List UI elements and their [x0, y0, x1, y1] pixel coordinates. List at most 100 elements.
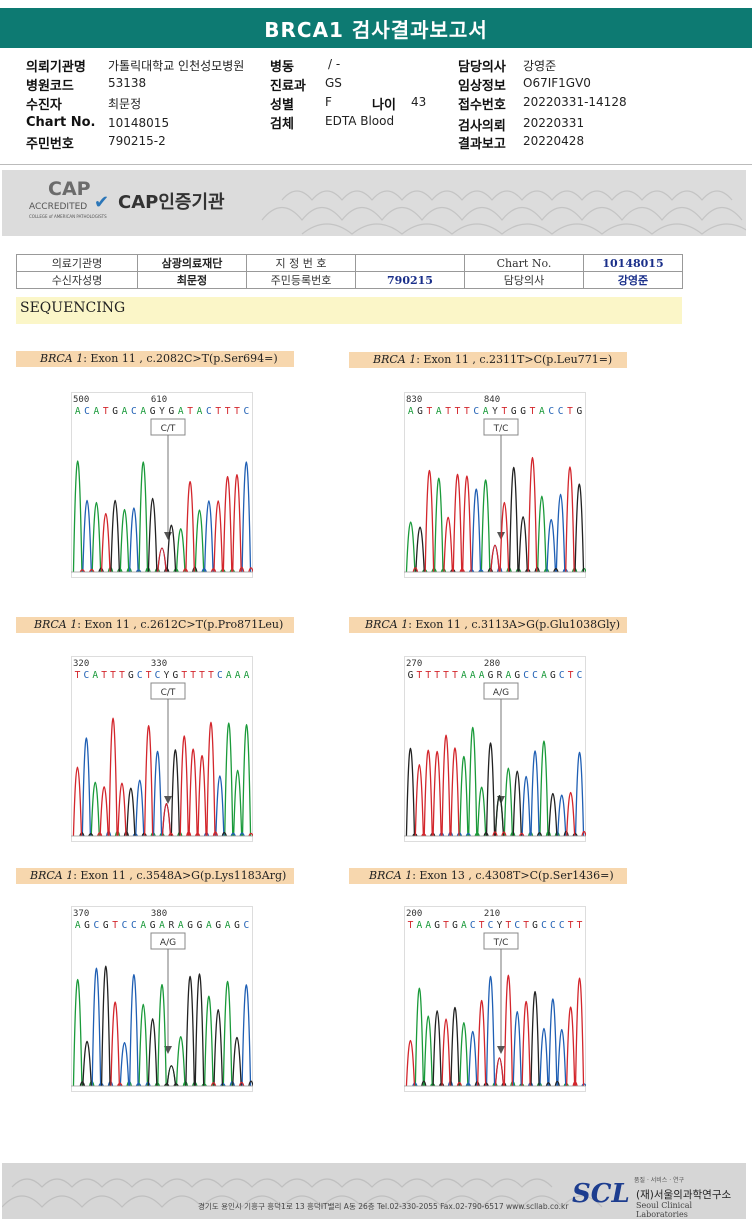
base-call: A — [436, 406, 442, 417]
position-number: 840 — [484, 395, 500, 405]
label-ward: 병동 — [270, 60, 294, 75]
base-call: G — [550, 670, 556, 681]
base-call: Y — [164, 670, 170, 681]
base-call: T — [530, 406, 536, 417]
gene-name: BRCA 1 — [365, 618, 409, 631]
label-department: 진료과 — [270, 79, 306, 94]
section-title: SEQUENCING — [20, 300, 126, 316]
label-specimen: 검체 — [270, 117, 294, 132]
base-call: Y — [159, 406, 165, 417]
base-call: C — [558, 406, 564, 417]
base-call: A — [483, 406, 489, 417]
base-call: A — [470, 670, 476, 681]
variant-caption: BRCA 1: Exon 11 , c.2082C>T(p.Ser694=) — [16, 351, 294, 367]
table-cell: 강영준 — [583, 271, 683, 289]
table-cell: 10148015 — [583, 254, 683, 272]
genotype-call: T/C — [493, 424, 509, 434]
base-call: G — [197, 920, 203, 931]
position-number: 200 — [406, 909, 422, 919]
trace-t — [412, 456, 575, 573]
base-call: T — [199, 670, 205, 681]
base-call: T — [234, 406, 240, 417]
base-call: T — [479, 920, 485, 931]
position-number: 610 — [151, 395, 167, 405]
base-call: A — [178, 406, 184, 417]
base-call: T — [416, 670, 422, 681]
label-resident-no: 주민번호 — [26, 137, 74, 152]
position-number: 320 — [73, 659, 89, 669]
chromatogram: 200 210 T A A G T G A C T C Y T C T G C C C T T T/C — [404, 906, 586, 1092]
report-header: 의뢰기관명 가톨릭대학교 인천성모병원 병원코드 53138 수진자 최문정 C… — [0, 52, 752, 156]
base-call: A — [505, 670, 511, 681]
variant-desc: : Exon 11 , c.2082C>T(p.Ser694=) — [83, 352, 278, 365]
base-call: C — [131, 406, 137, 417]
base-call: A — [416, 920, 422, 931]
base-call: G — [234, 920, 240, 931]
genotype-call: T/C — [493, 938, 509, 948]
base-call: A — [479, 670, 485, 681]
variant-caption: BRCA 1: Exon 13 , c.4308T>C(p.Ser1436=) — [349, 868, 627, 884]
base-call: A — [425, 920, 431, 931]
base-call: C — [206, 406, 212, 417]
base-call: G — [514, 670, 520, 681]
label-report-date: 결과보고 — [458, 137, 506, 152]
position-number: 370 — [73, 909, 89, 919]
base-call: T — [577, 920, 583, 931]
base-call: A — [539, 406, 545, 417]
base-call: G — [576, 406, 582, 417]
base-call: C — [94, 920, 100, 931]
scl-logo: SCL — [572, 1179, 630, 1209]
position-number: 280 — [484, 659, 500, 669]
value-hospital-code: 53138 — [108, 76, 147, 90]
base-call: G — [150, 920, 156, 931]
base-call: C — [541, 920, 547, 931]
table-cell: 삼광의료재단 — [137, 254, 247, 272]
table-cell: 의료기관명 — [16, 254, 138, 272]
chromatogram: 320 330 T C A T T T G C T C Y G T T T T C A A A C/T — [71, 656, 253, 842]
gene-name: BRCA 1 — [30, 869, 74, 882]
base-call: A — [140, 920, 146, 931]
base-call: T — [464, 406, 470, 417]
base-call: G — [532, 920, 538, 931]
base-call: C — [155, 670, 161, 681]
base-call: A — [75, 920, 81, 931]
base-call: G — [128, 670, 134, 681]
base-call: T — [427, 406, 433, 417]
position-number: 830 — [406, 395, 422, 405]
base-call: R — [169, 920, 175, 931]
base-call: A — [244, 670, 250, 681]
table-cell: 지 정 번 호 — [246, 254, 356, 272]
chromatogram: 500 610 A C A T G A C A G Y G A T A C T T T C C/T — [71, 392, 253, 578]
base-call: T — [443, 920, 449, 931]
base-call: G — [520, 406, 526, 417]
label-age: 나이 — [372, 98, 396, 113]
base-call: G — [452, 920, 458, 931]
footer-tagline: 품질 · 서비스 · 연구 — [634, 1177, 685, 1184]
table-cell: 수신자성명 — [16, 271, 138, 289]
base-call: T — [110, 670, 116, 681]
position-number: 270 — [406, 659, 422, 669]
base-call: T — [452, 670, 458, 681]
base-call: C — [83, 670, 89, 681]
base-call: C — [550, 920, 556, 931]
value-resident-no: 790215-2 — [108, 134, 166, 148]
base-call: T — [208, 670, 214, 681]
base-call: G — [434, 920, 440, 931]
header-divider — [0, 164, 752, 165]
trace-t — [72, 717, 253, 837]
base-call: A — [122, 406, 128, 417]
base-call: A — [541, 670, 547, 681]
value-receipt-no: 20220331-14128 — [523, 95, 627, 109]
base-call: R — [497, 670, 503, 681]
base-call: T — [502, 406, 508, 417]
base-call: T — [225, 406, 231, 417]
base-call: A — [178, 920, 184, 931]
base-call: T — [505, 920, 511, 931]
base-call: T — [523, 920, 529, 931]
label-sex: 성별 — [270, 98, 294, 113]
value-age: 43 — [411, 95, 427, 109]
base-call: G — [84, 920, 90, 931]
base-call: T — [408, 920, 414, 931]
footer-cloud-pattern — [2, 1178, 603, 1208]
